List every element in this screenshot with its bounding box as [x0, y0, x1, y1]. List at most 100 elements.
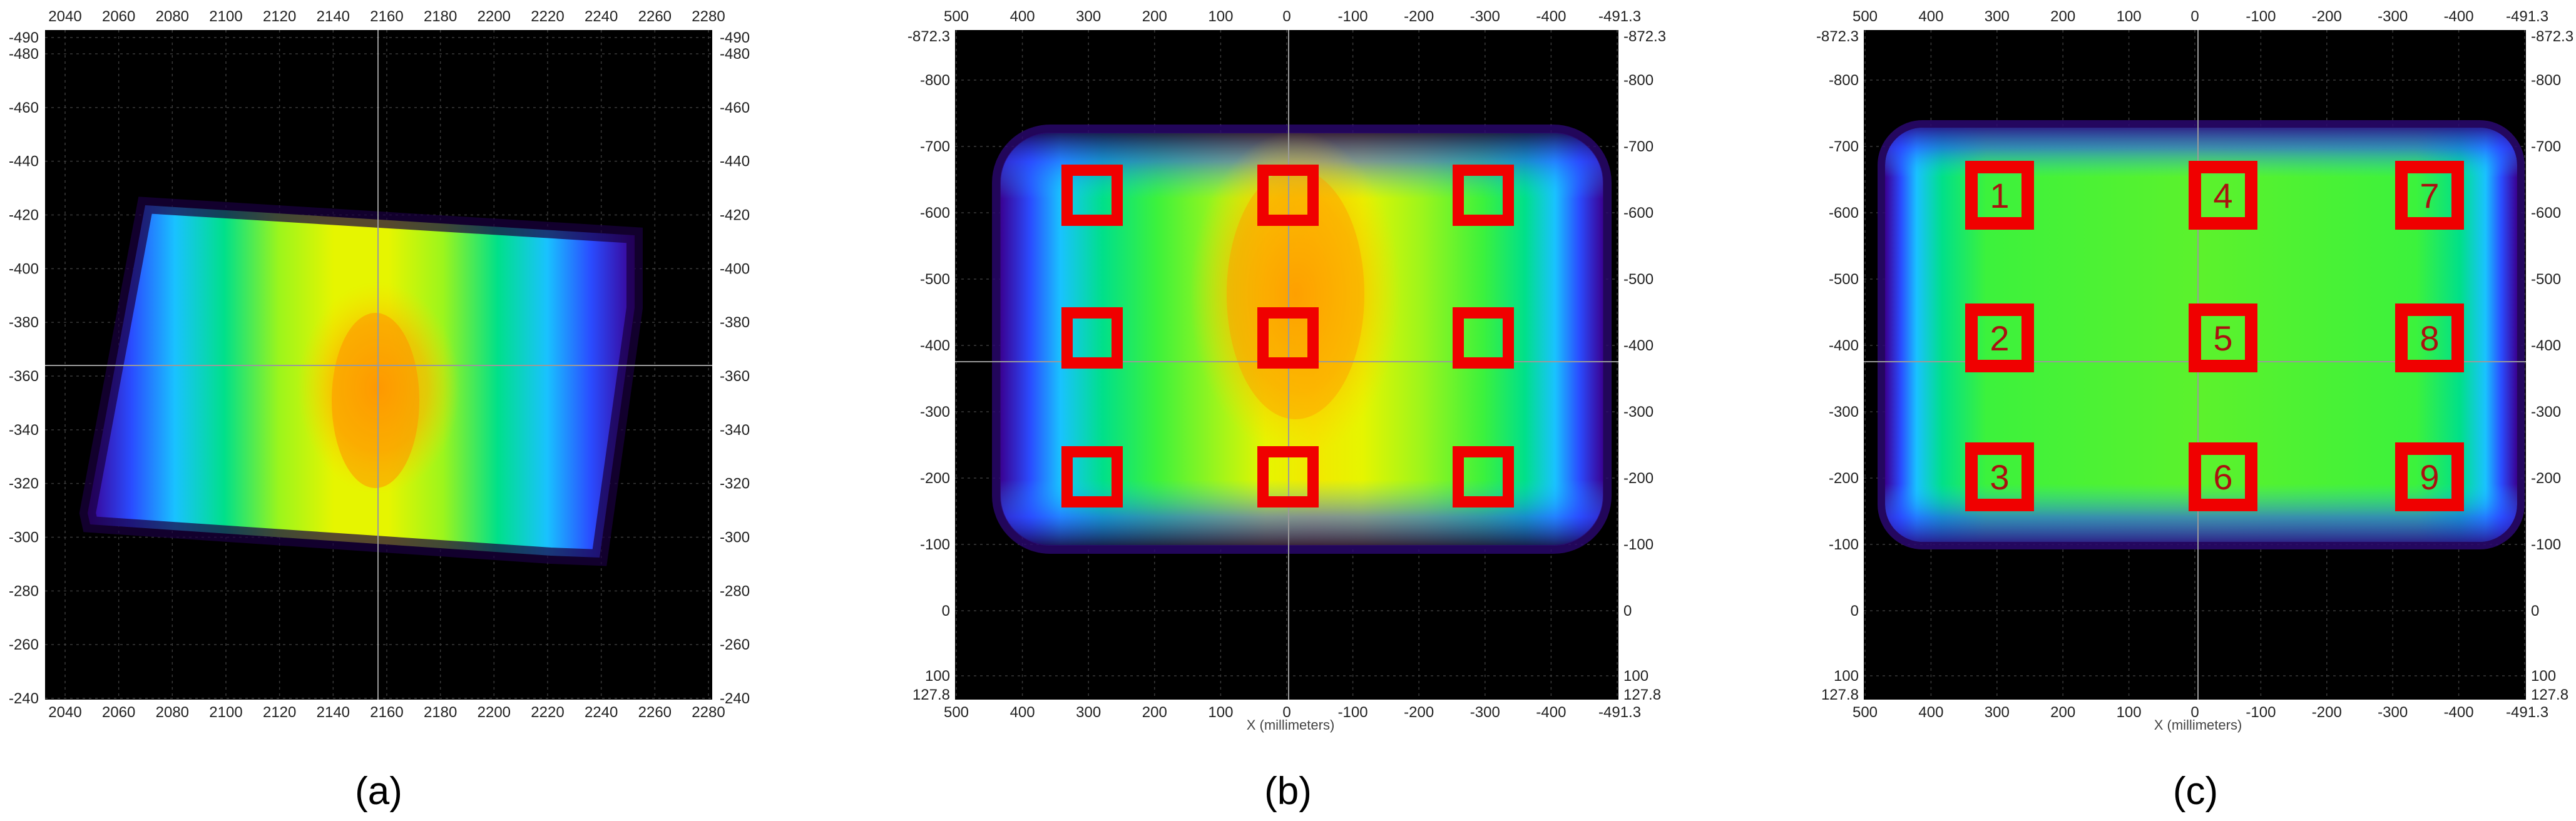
x-tick-top: -400: [1536, 8, 1566, 25]
beam-halo-b: [992, 125, 1612, 554]
beam-halo-c: [1878, 120, 2525, 549]
y-tick-right: -872.3: [1623, 28, 1666, 45]
x-tick-bottom: -400: [1536, 704, 1566, 721]
x-tick-top: -491.3: [2506, 8, 2548, 25]
y-tick-left: -320: [9, 476, 39, 492]
y-tick-right: -600: [2531, 205, 2561, 222]
x-tick-bottom: 300: [1985, 704, 2010, 721]
y-tick-right: -500: [2531, 271, 2561, 288]
x-tick-bottom: 2280: [692, 704, 725, 721]
x-tick-bottom: -300: [2378, 704, 2408, 721]
y-tick-left: -800: [1829, 72, 1859, 89]
x-tick-top: 200: [2050, 8, 2075, 25]
x-tick-top: 2280: [692, 8, 725, 25]
x-tick-bottom: -100: [1338, 704, 1368, 721]
hotspot-b-core: [1227, 169, 1364, 419]
marker-label: 2: [1990, 319, 2009, 358]
marker-box: [1061, 307, 1123, 369]
y-tick-left: -600: [920, 205, 950, 222]
caption-c: (c): [2173, 770, 2218, 813]
y-tick-right: -490: [720, 29, 750, 46]
x-tick-top: 2140: [317, 8, 350, 25]
y-tick-left: -100: [1829, 536, 1859, 553]
y-tick-right: -700: [1623, 138, 1653, 155]
y-tick-right: -260: [720, 636, 750, 653]
y-tick-left: -260: [9, 636, 39, 653]
hotspot-a-core: [332, 313, 419, 488]
x-tick-bottom: 2100: [209, 704, 242, 721]
panel-b: 500 500 400 400 300 300 200 200 100 100 0 0 -100 -100…: [907, 8, 1666, 733]
y-tick-left: -400: [1829, 337, 1859, 354]
marker-box: [1061, 446, 1123, 507]
x-tick-top: 400: [1918, 8, 1943, 25]
y-tick-left: -420: [9, 207, 39, 224]
x-tick-bottom: 2040: [48, 704, 81, 721]
marker-box: [1061, 165, 1123, 226]
y-tick-left: -240: [9, 690, 39, 707]
y-tick-left: 100: [1834, 668, 1859, 685]
y-tick-left: -872.3: [907, 28, 950, 45]
marker-box: [1965, 303, 2034, 372]
x-tick-bottom: 2260: [638, 704, 672, 721]
x-tick-top: 2160: [370, 8, 403, 25]
x-tick-bottom: 2120: [263, 704, 296, 721]
y-tick-right: 127.8: [2531, 686, 2568, 703]
x-tick-bottom: -400: [2444, 704, 2474, 721]
y-tick-right: 100: [1623, 668, 1648, 685]
marker-box: [1453, 165, 1514, 226]
x-tick-bottom: 2140: [317, 704, 350, 721]
x-axis-label-c: X (millimeters): [2154, 717, 2242, 733]
y-tick-right: -800: [1623, 72, 1653, 89]
y-tick-right: -100: [2531, 536, 2561, 553]
x-tick-bottom: -491.3: [2506, 704, 2548, 721]
y-tick-left: -440: [9, 153, 39, 170]
y-tick-right: 100: [2531, 668, 2556, 685]
y-tick-left: -200: [1829, 470, 1859, 487]
x-tick-top: 500: [944, 8, 969, 25]
markers-c: 1 2 3 4 5 6 7 8 9: [1965, 161, 2464, 511]
x-tick-top: 2220: [531, 8, 564, 25]
x-tick-bottom: 2180: [424, 704, 457, 721]
y-tick-left: -480: [9, 46, 39, 63]
y-tick-right: -100: [1623, 536, 1653, 553]
tick-labels-c: 50050040040030030020020010010000-100-100…: [1816, 8, 2573, 721]
y-tick-left: -700: [1829, 138, 1859, 155]
hotspot-b: [1189, 131, 1402, 457]
x-tick-top: -100: [1338, 8, 1368, 25]
marker-box: [2189, 161, 2257, 230]
marker-label: 1: [1990, 176, 2009, 215]
marker-label: 7: [2420, 176, 2439, 215]
y-tick-right: -300: [720, 529, 750, 546]
y-tick-left: 127.8: [912, 686, 950, 703]
y-tick-right: -360: [720, 368, 750, 385]
y-tick-right: -400: [2531, 337, 2561, 354]
x-tick-bottom: 400: [1010, 704, 1035, 721]
x-tick-top: -100: [2246, 8, 2276, 25]
beam-halo-a: [79, 196, 643, 566]
marker-box: [2395, 161, 2464, 230]
y-tick-right: -800: [2531, 72, 2561, 89]
markers-b: [1061, 165, 1514, 507]
x-tick-top: 2080: [156, 8, 189, 25]
y-tick-left: -100: [920, 536, 950, 553]
y-tick-right: -600: [1623, 205, 1653, 222]
y-tick-right: -380: [720, 314, 750, 331]
x-tick-top: 2120: [263, 8, 296, 25]
y-tick-right: -872.3: [2531, 28, 2573, 45]
x-tick-top: 0: [1282, 8, 1291, 25]
marker-box: [1965, 161, 2034, 230]
y-tick-right: -480: [720, 46, 750, 63]
x-tick-top: 2240: [585, 8, 618, 25]
x-tick-top: 100: [1208, 8, 1233, 25]
marker-label: 8: [2420, 319, 2439, 358]
marker-box: [2395, 303, 2464, 372]
x-tick-bottom: 500: [944, 704, 969, 721]
x-tick-bottom: 300: [1076, 704, 1101, 721]
x-tick-top: 400: [1010, 8, 1035, 25]
marker-box: [1257, 307, 1319, 369]
x-tick-bottom: 100: [1208, 704, 1233, 721]
y-tick-left: -800: [920, 72, 950, 89]
caption-a: (a): [355, 770, 402, 813]
x-tick-bottom: -300: [1470, 704, 1500, 721]
y-tick-left: 0: [1851, 603, 1859, 620]
